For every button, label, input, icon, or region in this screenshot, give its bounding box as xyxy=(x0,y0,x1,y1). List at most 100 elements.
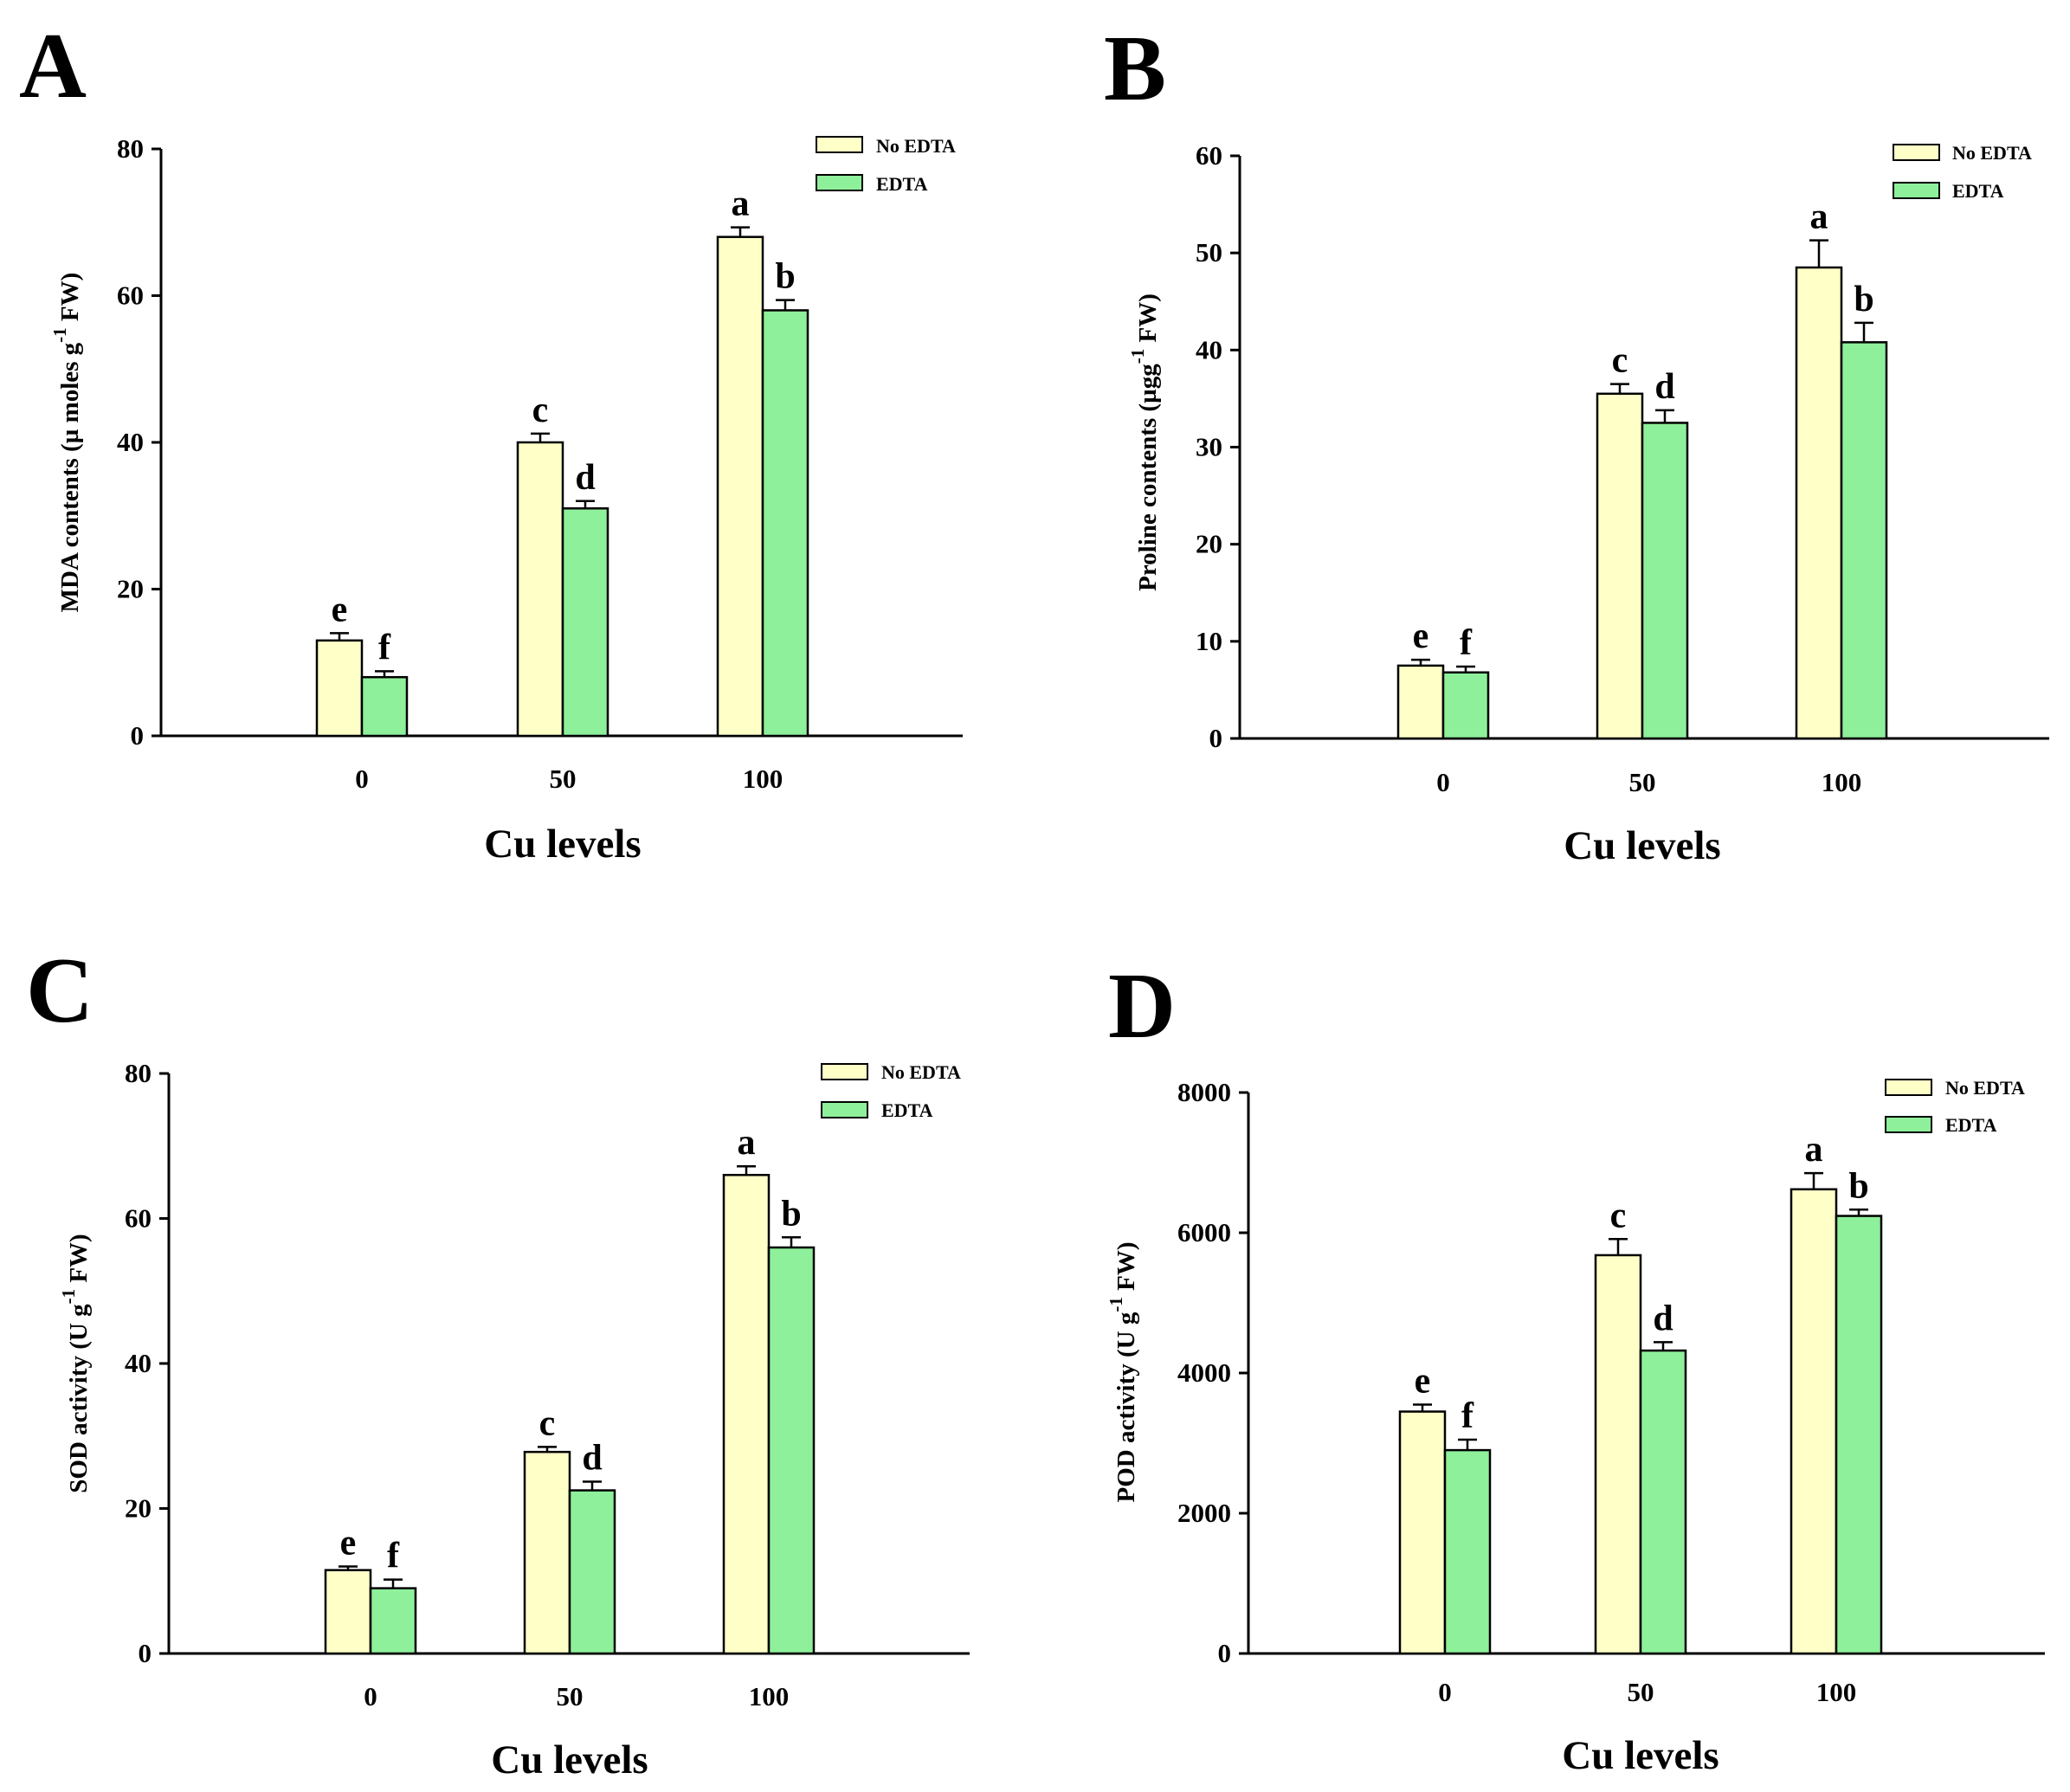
significance-label: d xyxy=(1654,367,1674,407)
legend-label-no-edta: No EDTA xyxy=(881,1061,961,1083)
x-tick-label: 100 xyxy=(749,1681,790,1711)
y-tick-label: 80 xyxy=(117,133,144,164)
bars: ef c d ab xyxy=(1398,1130,1883,1655)
y-tick-label: 0 xyxy=(1218,1638,1232,1668)
legend-label-no-edta: No EDTA xyxy=(876,135,956,157)
bar-edta xyxy=(1835,1215,1883,1655)
significance-label: a xyxy=(1810,197,1828,237)
legend-label-no-edta: No EDTA xyxy=(1952,142,2032,164)
y-axis-title: SOD activity (U g-1 FW) xyxy=(58,1234,93,1492)
bar-no-edta xyxy=(716,235,764,738)
legend-label-edta: EDTA xyxy=(1952,180,2004,202)
significance-label: e xyxy=(1415,1361,1431,1401)
significance-label: d xyxy=(575,458,595,498)
x-tick-label: 0 xyxy=(355,764,369,794)
x-axis-title: Cu levels xyxy=(1564,823,1720,868)
panel-c: C 0 20 40 60 80 e f cd ab 0 50 100 Cu levels SO… xyxy=(26,939,970,1782)
legend-swatch-no-edta xyxy=(1885,1079,1932,1096)
y-axis-title-sup: -1 xyxy=(58,1289,79,1305)
significance-label: b xyxy=(1848,1166,1868,1206)
x-tick-labels: 0 50 100 xyxy=(364,1681,789,1711)
x-tick-label: 0 xyxy=(1436,767,1450,797)
y-tick-label: 20 xyxy=(1196,529,1222,559)
legend-swatch-edta xyxy=(1885,1116,1932,1133)
x-tick-labels: 0 50 100 xyxy=(355,764,783,794)
bar-edta xyxy=(1441,671,1490,740)
significance-label: b xyxy=(775,257,795,297)
y-axis-title-end: FW) xyxy=(56,273,84,328)
x-axis-title: Cu levels xyxy=(491,1737,648,1782)
significance-label: f xyxy=(1460,623,1473,663)
significance-label: e xyxy=(340,1524,357,1563)
y-tick-label: 0 xyxy=(131,720,145,751)
y-axis-title-sup: -1 xyxy=(49,327,70,343)
y-axis-title-main: Proline contents (µgg xyxy=(1134,364,1162,591)
significance-label: d xyxy=(582,1439,602,1479)
bar-edta xyxy=(561,507,609,738)
y-tick-label: 80 xyxy=(125,1058,152,1088)
y-axis-title: MDA contents (µ moles g-1 FW) xyxy=(49,273,84,613)
bar-no-edta xyxy=(1795,266,1843,740)
bar-edta xyxy=(761,309,809,738)
bar-edta xyxy=(1443,1448,1492,1655)
panel-letter-b: B xyxy=(1104,17,1166,120)
panel-a: A 0 20 40 60 80 ef cd ab 0 50 100 Cu levels MD… xyxy=(19,15,963,867)
significance-label: a xyxy=(732,184,750,224)
panel-b: B 0 10 20 30 40 50 60 e f cd a b 0 50 100 Cu level… xyxy=(1104,17,2049,868)
x-tick-label: 0 xyxy=(364,1681,377,1711)
bar-edta xyxy=(568,1489,616,1655)
y-axis-title-end: FW) xyxy=(65,1234,93,1289)
y-axis-title: POD activity (U g-1 FW) xyxy=(1106,1242,1140,1503)
bar-no-edta xyxy=(315,639,364,738)
legend: No EDTA EDTA xyxy=(816,135,956,195)
legend-label-edta: EDTA xyxy=(876,173,928,195)
x-tick-label: 100 xyxy=(743,764,784,794)
significance-label: b xyxy=(1854,280,1873,319)
y-axis-title-sup: -1 xyxy=(1106,1297,1126,1312)
y-tick-label: 0 xyxy=(139,1638,152,1668)
bar-no-edta xyxy=(516,441,564,738)
bar-no-edta xyxy=(722,1174,771,1655)
y-tick-label: 6000 xyxy=(1177,1217,1231,1247)
x-tick-label: 50 xyxy=(1629,767,1656,797)
x-axis-title: Cu levels xyxy=(1562,1733,1719,1778)
significance-label: a xyxy=(738,1123,756,1163)
significance-label: f xyxy=(1461,1396,1474,1436)
panel-letter-d: D xyxy=(1108,955,1176,1058)
x-tick-labels: 0 50 100 xyxy=(1436,767,1861,797)
x-tick-label: 50 xyxy=(1628,1677,1654,1707)
significance-label: d xyxy=(1653,1299,1673,1338)
y-axis-title-main: POD activity (U g xyxy=(1112,1312,1140,1502)
x-axis-title: Cu levels xyxy=(484,822,641,867)
x-tick-label: 50 xyxy=(550,764,577,794)
y-ticks: 0 20 40 60 80 xyxy=(125,1058,169,1668)
y-tick-label: 4000 xyxy=(1177,1357,1231,1388)
bar-edta xyxy=(1641,422,1689,740)
panel-d: D 0 2000 4000 6000 8000 ef c d ab 0 50 100 Cu l… xyxy=(1106,955,2045,1778)
legend: No EDTA EDTA xyxy=(821,1061,961,1121)
y-tick-label: 8000 xyxy=(1177,1077,1231,1107)
y-tick-label: 50 xyxy=(1196,237,1222,268)
y-axis-title-main: MDA contents (µ moles g xyxy=(56,342,84,612)
y-ticks: 0 2000 4000 6000 8000 xyxy=(1177,1077,1248,1668)
significance-label: f xyxy=(387,1537,400,1576)
bar-edta xyxy=(767,1246,816,1655)
significance-label: c xyxy=(1612,341,1628,381)
legend-label-edta: EDTA xyxy=(881,1099,933,1121)
y-tick-label: 60 xyxy=(1196,140,1222,171)
bar-no-edta xyxy=(324,1569,372,1655)
x-tick-labels: 0 50 100 xyxy=(1438,1677,1856,1707)
legend-swatch-edta xyxy=(1893,182,1940,199)
y-tick-label: 20 xyxy=(117,574,144,604)
significance-label: c xyxy=(1610,1196,1627,1235)
x-tick-label: 100 xyxy=(1822,767,1862,797)
significance-label: a xyxy=(1805,1130,1823,1170)
bar-no-edta xyxy=(1396,664,1445,740)
y-axis-title: Proline contents (µgg-1 FW) xyxy=(1127,293,1162,591)
x-tick-label: 100 xyxy=(1816,1677,1857,1707)
bar-no-edta xyxy=(1594,1254,1642,1655)
legend-swatch-edta xyxy=(821,1101,868,1118)
y-ticks: 0 20 40 60 80 xyxy=(117,133,161,751)
significance-label: c xyxy=(532,390,549,430)
